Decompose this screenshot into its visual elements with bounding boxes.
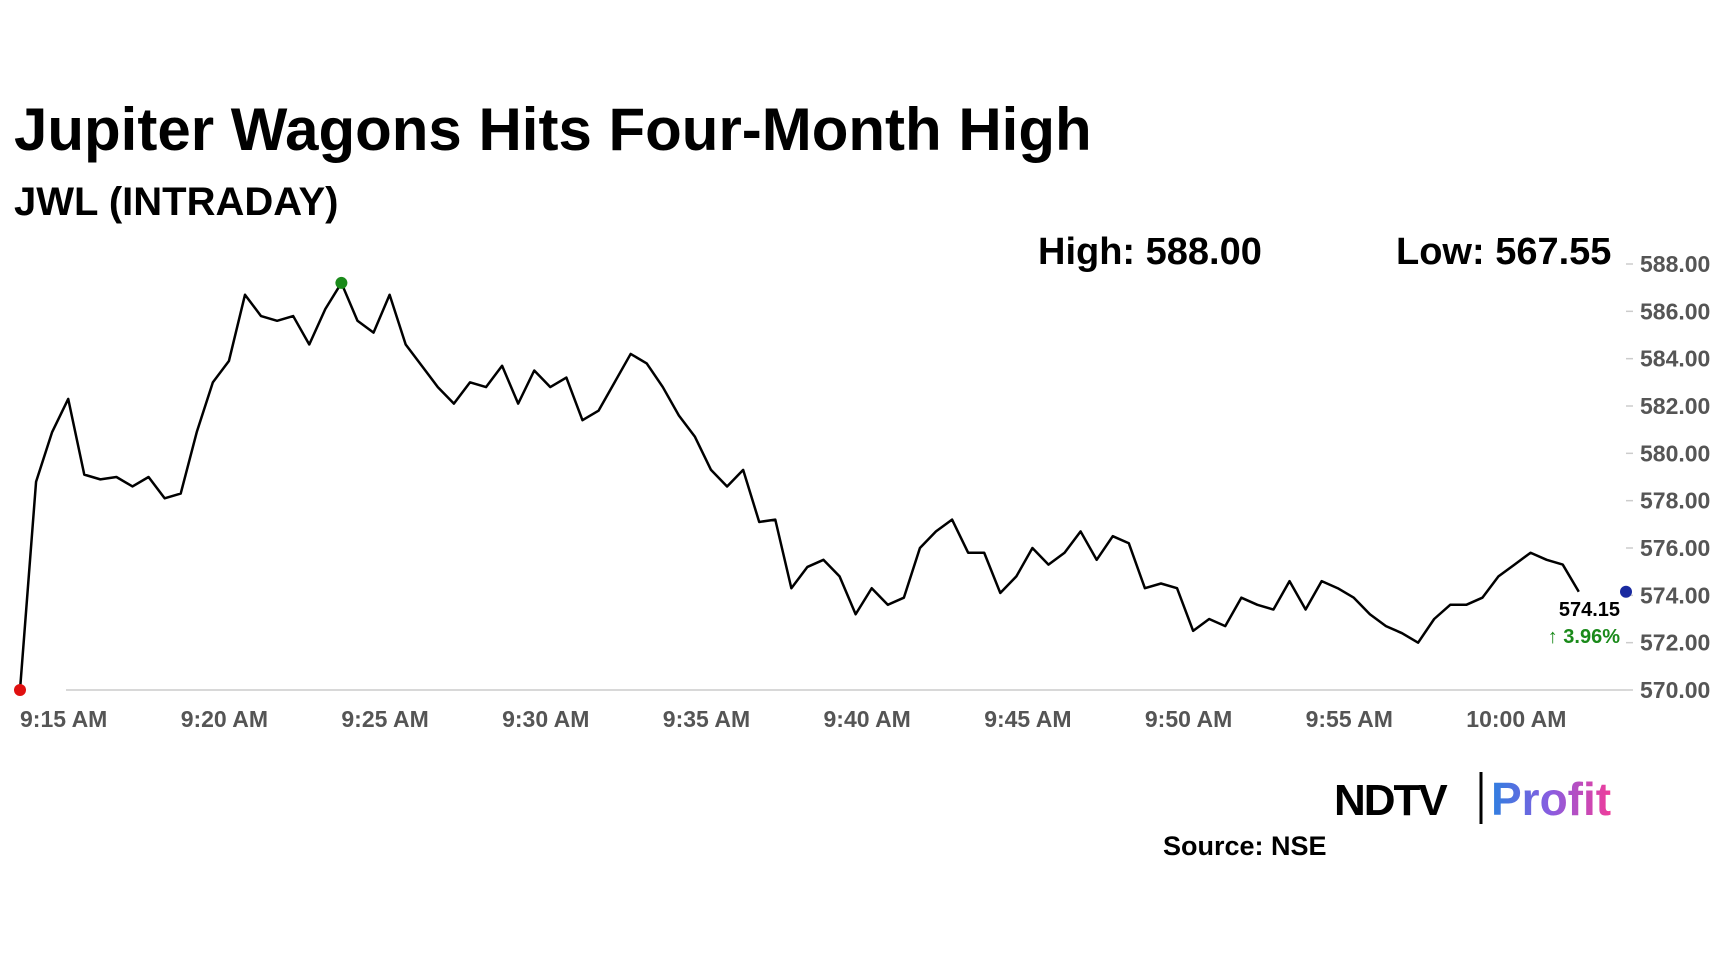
high-marker — [335, 276, 348, 289]
y-tick-label: 586.00 — [1640, 298, 1710, 324]
low-annotation: Low: 567.55 — [1396, 231, 1611, 273]
y-tick-label: 588.00 — [1640, 251, 1710, 277]
y-tick-label: 580.00 — [1640, 440, 1710, 466]
last-marker — [1620, 585, 1632, 598]
x-tick-label: 9:15 AM — [20, 706, 107, 732]
x-tick-label: 9:20 AM — [181, 706, 268, 732]
change-label: ↑ 3.96% — [1548, 626, 1620, 648]
chart-title: Jupiter Wagons Hits Four-Month High — [14, 96, 1092, 163]
x-tick-label: 10:00 AM — [1466, 706, 1566, 732]
x-tick-label: 9:40 AM — [824, 706, 911, 732]
x-tick-label: 9:55 AM — [1306, 706, 1393, 732]
source: Source: NSE — [1163, 831, 1327, 861]
x-tick-label: 9:45 AM — [984, 706, 1071, 732]
y-tick-label: 574.00 — [1640, 582, 1710, 608]
price-line — [18, 281, 1580, 691]
y-tick-label: 572.00 — [1640, 630, 1710, 656]
x-tick-label: 9:50 AM — [1145, 706, 1232, 732]
y-tick-label: 570.00 — [1640, 677, 1710, 703]
start-marker — [14, 684, 26, 696]
logo-ndtv: NDTV — [1334, 776, 1448, 825]
high-annotation: High: 588.00 — [1038, 231, 1262, 273]
x-tick-label: 9:30 AM — [502, 706, 589, 732]
y-tick-label: 584.00 — [1640, 346, 1710, 372]
chart-subtitle: JWL (INTRADAY) — [14, 180, 338, 224]
x-tick-label: 9:25 AM — [341, 706, 428, 732]
y-tick-label: 582.00 — [1640, 393, 1710, 419]
x-tick-label: 9:35 AM — [663, 706, 750, 732]
logo-profit: Profit — [1491, 773, 1611, 825]
y-tick-label: 578.00 — [1640, 488, 1710, 514]
y-tick-label: 576.00 — [1640, 535, 1710, 561]
last-price-label: 574.15 — [1559, 599, 1620, 621]
